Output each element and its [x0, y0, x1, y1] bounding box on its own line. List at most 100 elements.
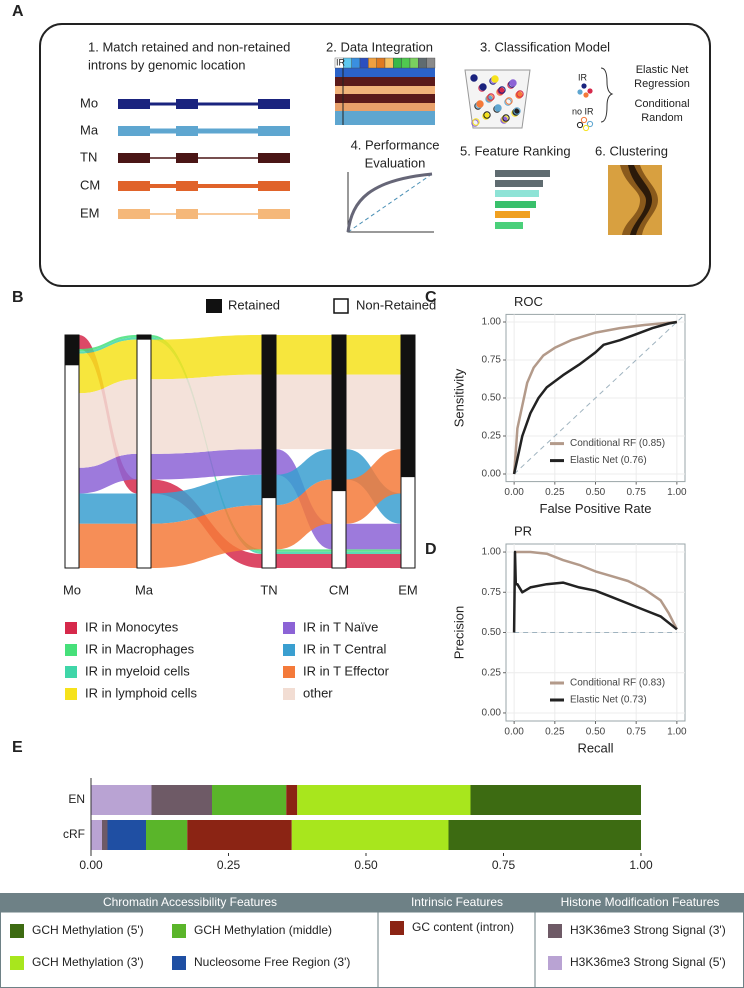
y-tick-label: 0.00: [482, 708, 502, 719]
bar-segment: [448, 820, 641, 850]
bar-segment: [286, 785, 298, 815]
x-tick-label: 1.00: [667, 727, 687, 738]
cup-dot: [470, 74, 478, 82]
cup-dot: [476, 100, 484, 108]
noir-dot: [582, 124, 590, 132]
model-label: Regression: [634, 78, 690, 90]
integration-cell: [418, 57, 427, 69]
bar-segment: [151, 785, 212, 815]
exon: [258, 209, 290, 219]
curve: [512, 320, 678, 475]
cup-dot: [483, 111, 491, 119]
bar-segment: [91, 820, 102, 850]
axis-label: EM: [398, 582, 418, 597]
flow-ribbon: [346, 523, 401, 550]
legend-label: Elastic Net (0.76): [570, 455, 647, 466]
flow-ribbon: [79, 523, 137, 568]
cup-dot: [498, 86, 506, 94]
legend-label: GCH Methylation (middle): [194, 923, 332, 937]
flow-ribbon: [346, 374, 401, 450]
bar-segment: [102, 820, 108, 850]
legend-swatch: [283, 666, 295, 678]
y-tick-label: 0.50: [482, 393, 502, 404]
y-tick-label: 1.00: [482, 317, 502, 328]
bar-segment: [291, 820, 449, 850]
legend-label: Conditional RF (0.83): [570, 678, 665, 689]
exon: [118, 209, 150, 219]
axis-label: CM: [329, 582, 349, 597]
flow-ribbon: [79, 493, 137, 524]
cup-dot: [479, 83, 487, 91]
y-tick-label: 0.75: [482, 355, 502, 366]
x-tick-label: 0.25: [217, 858, 241, 872]
flow-ribbon: [276, 449, 332, 506]
model-label: no IR: [572, 106, 594, 116]
x-tick-label: 0.25: [545, 727, 565, 738]
chart-title: ROC: [514, 294, 543, 309]
panel-label: B: [12, 289, 24, 306]
flow-ribbon: [79, 335, 137, 352]
y-tick-label: 0.50: [482, 627, 502, 638]
cell-type-label: Ma: [80, 122, 99, 137]
integration-cell: [376, 57, 386, 69]
legend-swatch: [283, 622, 295, 634]
integration-heatmap: [335, 58, 435, 125]
curve: [514, 550, 679, 630]
cup-dot: [486, 94, 494, 102]
flow-ribbon: [346, 549, 401, 552]
y-tick-label: 0.25: [482, 431, 502, 442]
x-tick-label: 0.00: [504, 487, 524, 498]
flow-ribbon: [151, 374, 262, 454]
bar-segment: [297, 785, 471, 815]
x-tick-label: 1.00: [667, 487, 687, 498]
integration-cell: [426, 57, 436, 69]
x-tick-label: 0.75: [626, 727, 646, 738]
legend-swatch: [65, 688, 77, 700]
curve: [512, 320, 678, 475]
flow-ribbon: [276, 335, 332, 375]
exon: [258, 153, 290, 163]
legend-swatch: [172, 956, 186, 970]
flow-ribbon: [346, 449, 401, 524]
cup-dot: [509, 79, 517, 87]
bar-segment: [187, 820, 292, 850]
workflow-step: 5. Feature Ranking: [460, 143, 571, 158]
ir-dot: [581, 83, 587, 89]
noir-dot: [580, 116, 588, 124]
cup-dot: [471, 119, 479, 127]
mini-cluster-heatmap: [608, 165, 662, 235]
integration-cell: [384, 57, 394, 69]
x-tick-label: 0.00: [79, 858, 103, 872]
workflow-step: 2. Data Integration: [326, 39, 433, 54]
legend-label: IR in Macrophages: [85, 641, 195, 656]
bar-segment: [212, 785, 287, 815]
integration-cell: [351, 57, 361, 69]
panel-label: A: [12, 3, 24, 20]
legend-swatch: [65, 644, 77, 656]
exon: [118, 99, 150, 109]
legend-label: Non-Retained: [356, 297, 436, 312]
legend-swatch: [65, 622, 77, 634]
integration-cell: [401, 57, 411, 69]
y-tick-label: 1.00: [482, 547, 502, 558]
exon: [258, 126, 290, 136]
legend-swatch: [548, 956, 562, 970]
workflow-step: 3. Classification Model: [480, 39, 610, 54]
y-tick-label: 0.00: [482, 469, 502, 480]
exon: [176, 99, 198, 109]
legend-label: GCH Methylation (5'): [32, 923, 144, 937]
legend-label: Retained: [228, 297, 280, 312]
legend-label: Nucleosome Free Region (3'): [194, 955, 350, 969]
legend-label: Elastic Net (0.73): [570, 695, 647, 706]
axis-column: [136, 334, 152, 569]
model-label: Random: [641, 112, 683, 124]
bar-segment: [146, 820, 188, 850]
ir-dot: [577, 89, 583, 95]
mini-roc: [346, 172, 434, 233]
integration-cell: [393, 57, 402, 69]
flow-ribbon: [276, 551, 332, 555]
legend-label: IR in T Effector: [303, 663, 390, 678]
flow-ribbon: [79, 337, 137, 354]
cell-type-label: CM: [80, 177, 100, 192]
flow-ribbon: [151, 335, 262, 380]
